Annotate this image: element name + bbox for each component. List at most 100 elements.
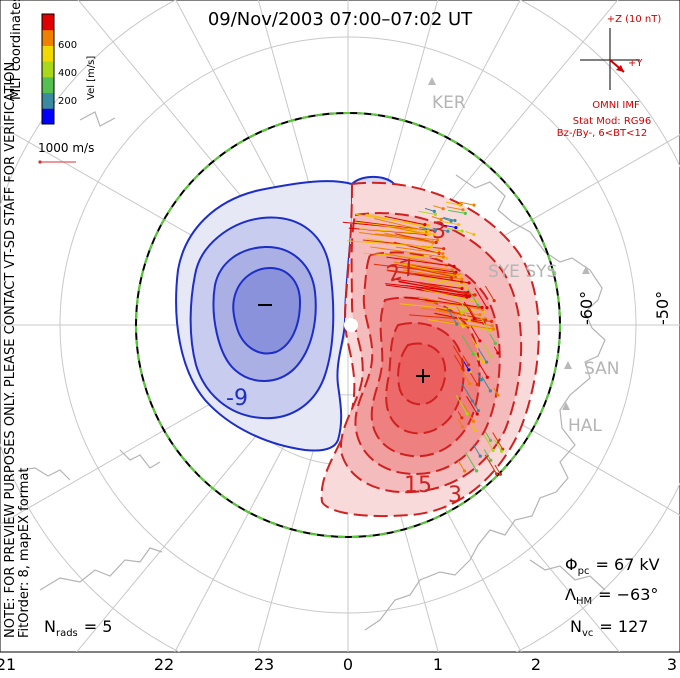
velocity-vector bbox=[484, 285, 495, 301]
vector-origin bbox=[475, 412, 479, 416]
velocity-vector bbox=[432, 227, 448, 232]
vector-origin bbox=[432, 232, 436, 237]
velocity-vector bbox=[467, 289, 479, 306]
colorbar-segment bbox=[42, 14, 54, 31]
vector-origin bbox=[460, 359, 465, 363]
vector-origin bbox=[489, 354, 493, 358]
vector-origin bbox=[449, 219, 453, 223]
imf-arrow-icon bbox=[616, 65, 624, 72]
velocity-vector bbox=[355, 213, 429, 226]
station-icon-ker bbox=[428, 77, 436, 85]
vector-origin bbox=[489, 319, 494, 323]
velocity-vector bbox=[355, 221, 429, 232]
vector-scale-label: 1000 m/s bbox=[38, 141, 94, 155]
vector-origin bbox=[471, 419, 476, 423]
contour-label-pos3: 3 bbox=[432, 219, 446, 244]
velocity-vector bbox=[457, 460, 466, 472]
coastline bbox=[19, 111, 606, 631]
vector-origin bbox=[430, 240, 435, 244]
velocity-vector bbox=[461, 335, 474, 355]
vector-origin bbox=[434, 240, 438, 245]
velocity-vector bbox=[420, 277, 467, 289]
velocity-vector bbox=[446, 206, 464, 211]
velocity-vector bbox=[386, 269, 452, 279]
vector-origin bbox=[444, 256, 449, 260]
velocity-vector bbox=[431, 216, 442, 220]
vector-origin bbox=[442, 247, 446, 251]
velocity-vector bbox=[463, 301, 475, 319]
vector-origin bbox=[482, 310, 486, 314]
station-icon-san bbox=[564, 361, 572, 369]
vector-origin bbox=[472, 316, 476, 321]
vector-origin bbox=[476, 409, 481, 413]
velocity-vector bbox=[494, 439, 502, 452]
colorbar: 600 400 200 Vel [m/s] bbox=[41, 13, 97, 125]
vector-origin bbox=[427, 232, 431, 236]
phi-pc-stat: Φpc = 67 kV bbox=[565, 555, 660, 577]
vector-origin bbox=[441, 251, 445, 256]
velocity-vector bbox=[456, 316, 464, 327]
vector-origin bbox=[467, 294, 471, 299]
page-title: 09/Nov/2003 07:00–07:02 UT bbox=[208, 9, 473, 30]
mlt-tick: 3 bbox=[667, 655, 677, 674]
imf-source: OMNI IMF bbox=[592, 100, 640, 111]
pole-marker bbox=[344, 318, 358, 332]
nvc-stat: Nvc = 127 bbox=[570, 617, 648, 639]
vector-origin bbox=[465, 412, 469, 416]
positive-cell bbox=[320, 181, 540, 518]
colorbar-segment bbox=[42, 29, 54, 46]
vector-origin bbox=[460, 229, 464, 233]
vector-origin bbox=[460, 366, 465, 371]
vector-origin bbox=[478, 313, 482, 317]
velocity-vector bbox=[442, 221, 459, 226]
station-label-hal: HAL bbox=[568, 416, 602, 436]
vector-origin bbox=[460, 311, 464, 315]
imf-by-label: +Y bbox=[628, 58, 643, 69]
velocity-vector bbox=[393, 261, 453, 271]
colorbar-tick-400: 400 bbox=[58, 68, 77, 79]
vector-origin bbox=[476, 303, 480, 307]
vector-origin bbox=[461, 325, 465, 329]
velocity-vector bbox=[443, 216, 456, 221]
velocity-vector bbox=[445, 201, 461, 206]
velocity-vector bbox=[400, 263, 461, 277]
velocity-vector bbox=[384, 215, 425, 226]
velocity-vector bbox=[419, 226, 436, 231]
vector-origin bbox=[486, 329, 491, 333]
contour-label-pos2: 3 bbox=[448, 483, 462, 508]
velocity-vector bbox=[347, 240, 432, 248]
vector-origin bbox=[426, 229, 430, 233]
vector-origin bbox=[452, 264, 456, 268]
colorbar-segment bbox=[42, 76, 54, 94]
velocity-vector bbox=[427, 319, 491, 330]
velocity-vector bbox=[494, 464, 501, 475]
station-icon-hal bbox=[562, 402, 570, 410]
station-icon-sye bbox=[582, 266, 590, 274]
vector-origin bbox=[490, 324, 494, 328]
velocity-vector bbox=[420, 300, 481, 309]
velocity-vector bbox=[446, 307, 458, 325]
colorbar-segment bbox=[42, 108, 54, 125]
velocity-vector bbox=[484, 431, 491, 441]
station-markers bbox=[428, 77, 590, 410]
vector-origin bbox=[453, 218, 457, 223]
vector-origin bbox=[479, 378, 484, 382]
hm-boundary-green bbox=[135, 112, 561, 538]
lat-label-50: -50° bbox=[653, 291, 672, 325]
colorbar-segment bbox=[42, 92, 54, 109]
velocity-vector bbox=[482, 343, 492, 357]
vector-origin bbox=[461, 425, 465, 429]
vector-origin bbox=[470, 399, 475, 403]
velocity-vector bbox=[385, 283, 468, 293]
velocity-vector bbox=[461, 383, 473, 402]
velocity-vector bbox=[373, 263, 455, 275]
vector-origin bbox=[460, 416, 464, 420]
velocity-vector bbox=[483, 449, 492, 461]
velocity-vector bbox=[462, 403, 475, 422]
mlt-tick: 0 bbox=[343, 655, 353, 674]
vector-origin bbox=[439, 217, 443, 222]
mlt-tick: 2 bbox=[531, 655, 541, 674]
velocity-vector bbox=[476, 360, 488, 378]
velocity-vector bbox=[459, 366, 471, 384]
velocity-vector bbox=[448, 209, 466, 214]
